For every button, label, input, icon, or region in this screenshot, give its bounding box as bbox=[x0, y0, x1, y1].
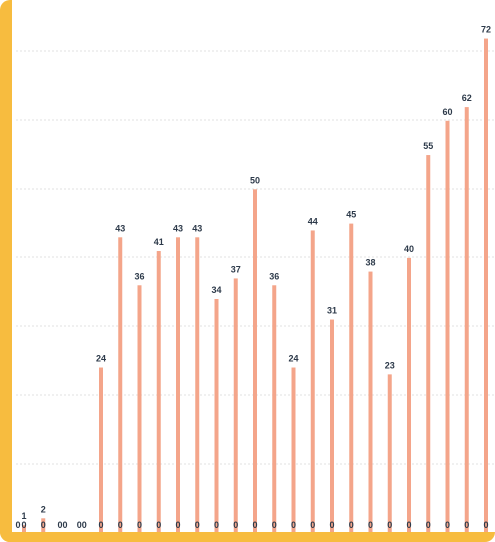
base-label-8: 0 bbox=[156, 520, 161, 530]
value-label-6: 43 bbox=[115, 223, 125, 233]
value-label-5: 24 bbox=[96, 354, 106, 364]
bar-5 bbox=[99, 367, 103, 532]
bar-11 bbox=[214, 298, 219, 532]
base-label-23: 0 bbox=[445, 520, 450, 530]
bar-20 bbox=[387, 374, 392, 532]
base-label-22: 0 bbox=[426, 520, 431, 530]
bar-2 bbox=[41, 518, 46, 532]
value-label-15: 24 bbox=[288, 354, 298, 364]
base-label-extra: 0 bbox=[15, 520, 20, 530]
base-label-1: 0 bbox=[21, 520, 26, 530]
value-label-21: 40 bbox=[404, 244, 414, 254]
base-label-24: 0 bbox=[464, 520, 469, 530]
base-label-12: 0 bbox=[233, 520, 238, 530]
value-label-18: 45 bbox=[346, 210, 356, 220]
bar-16 bbox=[310, 230, 315, 532]
bar-9 bbox=[176, 237, 180, 532]
bar-10 bbox=[195, 237, 200, 532]
bar-18 bbox=[349, 223, 354, 532]
bar-17 bbox=[330, 319, 334, 532]
base-label-17: 0 bbox=[329, 520, 334, 530]
bar-6 bbox=[118, 237, 123, 532]
base-label-15: 0 bbox=[291, 520, 296, 530]
bar-15 bbox=[291, 367, 296, 532]
value-label-1: 1 bbox=[21, 511, 26, 521]
value-label-2: 2 bbox=[41, 504, 46, 514]
value-label-11: 34 bbox=[211, 285, 221, 295]
value-label-14: 36 bbox=[269, 271, 279, 281]
bar-8 bbox=[156, 251, 161, 532]
value-label-23: 60 bbox=[442, 107, 452, 117]
value-label-19: 38 bbox=[365, 258, 375, 268]
bar-13 bbox=[253, 189, 257, 533]
value-label-3: 00 bbox=[57, 520, 67, 530]
base-label-10: 0 bbox=[195, 520, 200, 530]
base-label-20: 0 bbox=[387, 520, 392, 530]
base-label-16: 0 bbox=[310, 520, 315, 530]
bar-21 bbox=[407, 257, 411, 532]
value-label-22: 55 bbox=[423, 141, 433, 151]
base-label-13: 0 bbox=[252, 520, 257, 530]
bar-24 bbox=[464, 107, 469, 533]
base-label-9: 0 bbox=[175, 520, 180, 530]
base-label-11: 0 bbox=[214, 520, 219, 530]
bar-22 bbox=[426, 155, 431, 533]
value-label-17: 31 bbox=[327, 306, 337, 316]
value-label-7: 36 bbox=[134, 271, 144, 281]
value-label-16: 44 bbox=[308, 216, 318, 226]
value-label-4: 00 bbox=[77, 520, 87, 530]
frame-border-bottom bbox=[0, 532, 495, 542]
base-label-18: 0 bbox=[349, 520, 354, 530]
base-label-21: 0 bbox=[406, 520, 411, 530]
base-label-14: 0 bbox=[272, 520, 277, 530]
bar-14 bbox=[272, 285, 277, 532]
bar-23 bbox=[445, 120, 450, 533]
bar-12 bbox=[233, 278, 238, 532]
value-label-8: 41 bbox=[154, 237, 164, 247]
base-label-25: 0 bbox=[483, 520, 488, 530]
bar-1 bbox=[22, 525, 26, 532]
value-label-24: 62 bbox=[462, 93, 472, 103]
frame-border-left bbox=[0, 0, 12, 542]
base-label-6: 0 bbox=[118, 520, 123, 530]
value-label-13: 50 bbox=[250, 175, 260, 185]
base-label-19: 0 bbox=[368, 520, 373, 530]
base-label-7: 0 bbox=[137, 520, 142, 530]
bar-7 bbox=[137, 285, 142, 532]
base-label-2: 0 bbox=[41, 520, 46, 530]
value-label-12: 37 bbox=[231, 264, 241, 274]
value-label-25: 72 bbox=[481, 25, 491, 35]
base-label-5: 0 bbox=[98, 520, 103, 530]
value-label-10: 43 bbox=[192, 223, 202, 233]
bar-19 bbox=[368, 271, 373, 532]
value-label-20: 23 bbox=[385, 360, 395, 370]
bar-25 bbox=[484, 38, 488, 533]
value-label-9: 43 bbox=[173, 223, 183, 233]
